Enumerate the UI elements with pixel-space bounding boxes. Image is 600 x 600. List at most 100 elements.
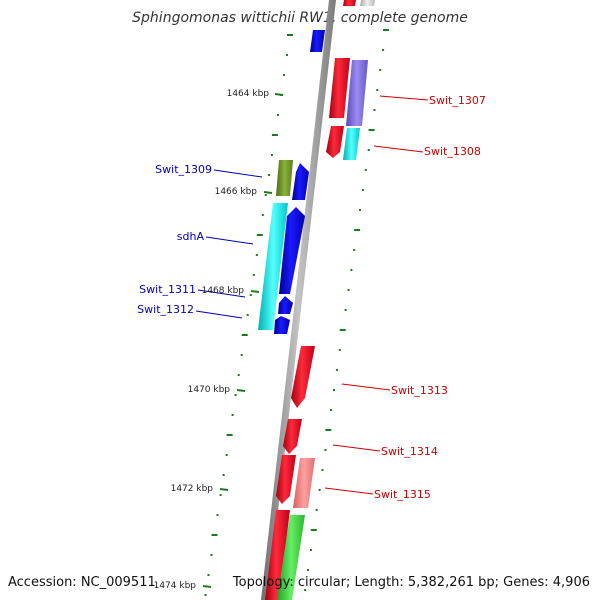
kbp-label-1464: 1464 kbp [227,89,270,99]
scale-tick [382,49,385,51]
kbp-label-1472: 1472 kbp [171,484,214,494]
label-leaders [195,95,429,495]
scale-tick [344,309,347,311]
kbp-label-1468: 1468 kbp [202,286,245,296]
gene-sdhA[interactable] [279,207,305,294]
scale-tick [354,229,361,231]
scale-tick [361,189,364,191]
scale-tick [325,429,332,431]
scale-tick [330,409,333,411]
scale-tick [373,109,376,111]
scale-tick [241,334,248,336]
scale-tick [225,454,228,456]
scale-tick [234,394,237,396]
scale-tick [255,254,258,256]
kbp-label-1470: 1470 kbp [188,385,231,395]
scale-tick [379,69,382,71]
gene-swit-1315[interactable] [276,455,296,504]
scale-tick [339,329,346,331]
gene-swit-1314[interactable] [283,419,302,454]
tick-track-outer [304,29,389,591]
label-swit-1309[interactable]: Swit_1309 [155,163,212,176]
scale-tick [240,354,243,356]
kbp-tick-1474 [202,585,212,588]
gene-swit-1311[interactable] [278,296,293,314]
label-sdhA[interactable]: sdhA [177,230,205,243]
scale-tick [207,574,210,576]
label-swit-1313[interactable]: Swit_1313 [391,384,448,397]
gene-top-blue[interactable] [310,30,325,52]
scale-tick [321,469,324,471]
kbp-tick-1470 [236,389,246,392]
scale-tick [252,274,255,276]
label-swit-1312[interactable]: Swit_1312 [137,303,194,316]
scale-tick [210,554,213,556]
scale-tick [318,489,321,491]
scale-tick [286,54,288,56]
label-swit-1307[interactable]: Swit_1307 [429,94,486,107]
gene-swit-1313[interactable] [291,346,315,408]
scale-tick [359,209,361,211]
label-swit-1315[interactable]: Swit_1315 [374,488,431,501]
scale-tick [264,194,267,196]
scale-tick [287,34,293,36]
scale-tick [324,449,327,451]
scale-tick [338,349,341,351]
scale-tick [249,294,252,296]
scale-tick [335,369,338,371]
gene-swit-1307[interactable] [329,58,350,118]
gene-top-grey[interactable] [360,0,375,6]
gene-bottom-green[interactable] [277,515,305,600]
topology-label: Topology: circular; Length: 5,382,261 bp… [232,575,590,590]
scale-tick [376,89,379,91]
scale-tick [383,29,389,31]
gene-swit-1308[interactable] [326,126,344,158]
accession-label: Accession: NC_009511 [8,575,156,590]
scale-tick [283,74,285,76]
scale-tick [364,169,367,171]
scale-tick [368,129,375,131]
gene-top-red[interactable] [343,0,356,6]
gene-swit-1312[interactable] [274,316,290,334]
genome-backbone [261,0,336,600]
scale-tick [204,594,207,596]
map-title: Sphingomonas wittichii RW1, complete gen… [132,10,468,26]
scale-tick [237,374,240,376]
gene-swit-1309[interactable] [292,163,309,200]
scale-tick [246,314,249,316]
scale-tick [211,534,218,536]
gene-labels: Swit_1307 Swit_1308 Swit_1309 sdhA Swit_… [137,94,486,501]
gene-bottom-red[interactable] [265,510,290,600]
scale-tick [310,529,317,531]
label-swit-1308[interactable]: Swit_1308 [424,145,481,158]
scale-tick [261,214,264,216]
kbp-scale: 1464 kbp 1466 kbp 1468 kbp 1470 kbp 1472… [154,89,284,591]
scale-tick [270,154,273,156]
gene-sdhA-cds[interactable] [258,203,288,330]
gene-swit-1315-cds[interactable] [293,458,315,508]
scale-tick [353,249,356,251]
scale-tick [307,569,309,571]
kbp-tick-1464 [274,93,284,96]
gene-swit-1309-cds[interactable] [276,160,293,196]
scale-tick [333,389,335,391]
scale-tick [256,234,263,236]
kbp-label-1466: 1466 kbp [215,187,258,197]
scale-tick [222,474,225,476]
scale-tick [271,134,278,136]
label-swit-1311[interactable]: Swit_1311 [139,283,196,296]
scale-tick [367,149,370,151]
gene-swit-1308-cds[interactable] [343,128,360,160]
label-swit-1314[interactable]: Swit_1314 [381,445,438,458]
scale-tick [347,289,350,291]
kbp-tick-1466 [263,191,273,194]
kbp-label-1474: 1474 kbp [154,581,197,591]
scale-tick [219,494,222,496]
gene-swit-1307-cds[interactable] [346,60,368,126]
scale-tick [226,434,233,436]
scale-tick [350,269,353,271]
scale-tick [276,114,279,116]
kbp-tick-1468 [250,290,260,293]
scale-tick [231,414,234,416]
